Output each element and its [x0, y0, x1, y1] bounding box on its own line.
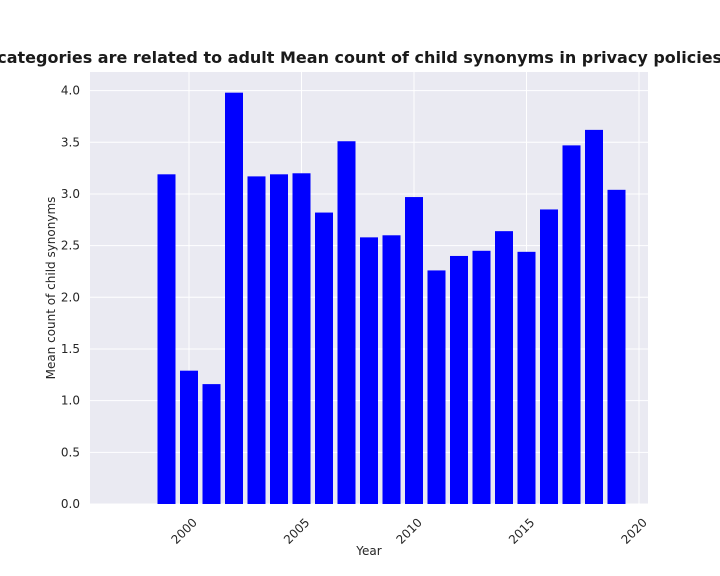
bar	[247, 176, 266, 504]
y-tick-label: 0.0	[61, 497, 80, 511]
bar	[427, 270, 446, 504]
bar	[360, 237, 378, 504]
bar	[157, 174, 176, 504]
y-axis-label: Mean count of child synonyms	[44, 197, 58, 380]
bar	[202, 384, 221, 504]
y-tick-label: 2.0	[61, 290, 80, 304]
bar	[225, 92, 243, 504]
bar	[585, 129, 603, 504]
x-tick-label: 2015	[506, 515, 537, 546]
y-tick-label: 3.5	[61, 135, 80, 149]
y-tick-label: 3.0	[61, 187, 80, 201]
bar	[382, 235, 401, 504]
x-tick-label: 2000	[168, 515, 199, 546]
y-axis-ticks: 0.0 0.5 1.0 1.5 2.0 2.5 3.0 3.5 4.0	[61, 84, 80, 511]
y-tick-label: 1.0	[61, 394, 80, 408]
bar	[607, 189, 626, 504]
y-tick-label: 4.0	[61, 84, 80, 98]
y-tick-label: 1.5	[61, 342, 80, 356]
x-axis-ticks: 2000 2005 2010 2015 2020	[168, 515, 649, 546]
bar	[540, 209, 558, 505]
x-tick-label: 2010	[393, 515, 424, 546]
bar	[315, 212, 333, 504]
x-axis-label: Year	[355, 544, 381, 558]
bar	[292, 173, 311, 505]
x-tick-label: 2005	[281, 515, 312, 546]
bar	[405, 197, 423, 505]
y-tick-label: 2.5	[61, 239, 80, 253]
bar	[270, 174, 288, 504]
bar	[495, 231, 513, 504]
bar	[180, 370, 198, 504]
bar	[472, 250, 491, 504]
bar	[562, 145, 581, 504]
bar	[517, 251, 536, 504]
x-tick-label: 2020	[618, 515, 649, 546]
chart-title: when categories are related to adult Mea…	[0, 48, 720, 67]
bar	[337, 141, 356, 504]
bars	[157, 92, 626, 505]
bar	[450, 255, 468, 504]
y-tick-label: 0.5	[61, 445, 80, 459]
